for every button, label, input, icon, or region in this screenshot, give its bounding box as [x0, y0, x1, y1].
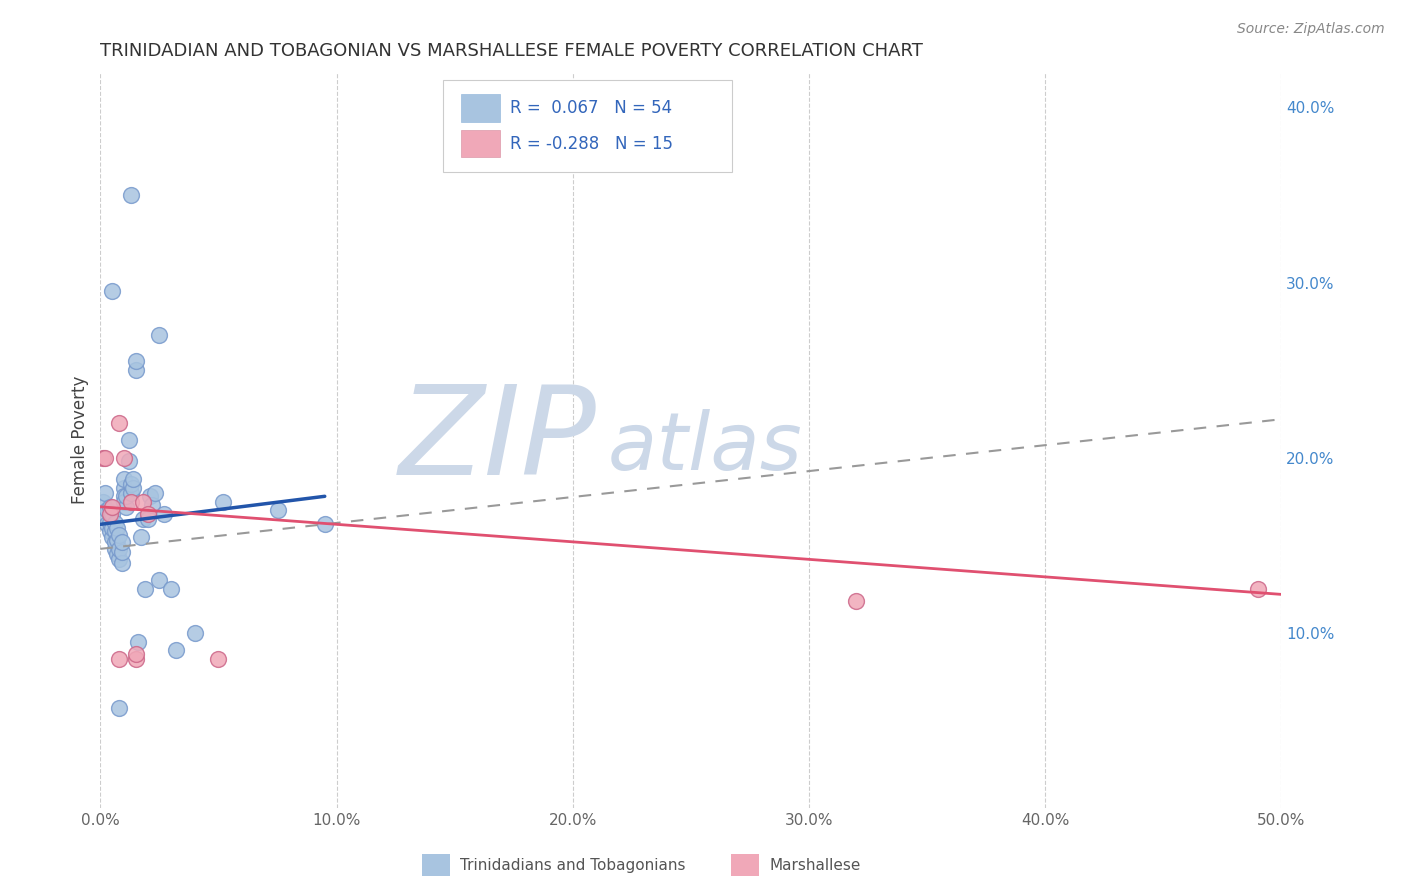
Point	[103, 534, 125, 549]
Point	[129, 530, 152, 544]
FancyBboxPatch shape	[461, 95, 499, 121]
Point	[91, 450, 114, 465]
Point	[110, 534, 132, 549]
Point	[143, 485, 166, 500]
Point	[108, 552, 131, 566]
Point	[314, 517, 336, 532]
Point	[101, 530, 124, 544]
Point	[103, 524, 125, 539]
Point	[148, 574, 170, 588]
Point	[153, 507, 176, 521]
Point	[127, 634, 149, 648]
Point	[91, 494, 114, 508]
Y-axis label: Female Poverty: Female Poverty	[72, 376, 89, 505]
Point	[122, 472, 145, 486]
Point	[125, 647, 148, 661]
Text: TRINIDADIAN AND TOBAGONIAN VS MARSHALLESE FEMALE POVERTY CORRELATION CHART: TRINIDADIAN AND TOBAGONIAN VS MARSHALLES…	[100, 42, 924, 60]
Text: Source: ZipAtlas.com: Source: ZipAtlas.com	[1237, 22, 1385, 37]
Point	[98, 516, 121, 530]
Point	[101, 521, 124, 535]
Point	[115, 500, 138, 514]
Point	[108, 528, 131, 542]
Point	[98, 500, 121, 514]
Point	[120, 494, 142, 508]
Point	[125, 363, 148, 377]
Point	[266, 503, 288, 517]
Point	[1247, 582, 1270, 596]
Point	[118, 434, 141, 448]
Point	[112, 481, 135, 495]
Point	[212, 494, 235, 508]
Point	[101, 500, 124, 514]
Point	[108, 416, 131, 430]
Point	[132, 494, 155, 508]
Point	[120, 188, 142, 202]
Point	[108, 541, 131, 556]
Point	[165, 643, 187, 657]
Point	[120, 485, 142, 500]
Point	[122, 481, 145, 495]
Text: Marshallese: Marshallese	[769, 858, 860, 872]
Point	[108, 701, 131, 715]
Point	[115, 489, 138, 503]
Point	[207, 652, 229, 666]
Text: Trinidadians and Tobagonians: Trinidadians and Tobagonians	[460, 858, 685, 872]
Point	[105, 521, 128, 535]
Point	[112, 450, 135, 465]
Point	[184, 626, 207, 640]
Point	[110, 545, 132, 559]
Point	[845, 594, 868, 608]
Point	[118, 454, 141, 468]
Text: ZIP: ZIP	[398, 380, 596, 500]
Point	[136, 512, 159, 526]
Point	[139, 489, 162, 503]
Point	[132, 512, 155, 526]
Point	[112, 494, 135, 508]
Point	[101, 285, 124, 299]
Point	[125, 652, 148, 666]
Point	[125, 354, 148, 368]
Point	[96, 503, 118, 517]
Point	[94, 450, 117, 465]
FancyBboxPatch shape	[461, 130, 499, 157]
Point	[112, 489, 135, 503]
Point	[148, 328, 170, 343]
Point	[136, 507, 159, 521]
Point	[94, 507, 117, 521]
Point	[96, 517, 118, 532]
Point	[134, 582, 156, 596]
Point	[120, 477, 142, 491]
FancyBboxPatch shape	[443, 79, 733, 172]
Point	[98, 524, 121, 539]
Text: R =  0.067   N = 54: R = 0.067 N = 54	[510, 100, 672, 118]
Point	[105, 547, 128, 561]
Text: atlas: atlas	[609, 409, 803, 487]
Point	[103, 541, 125, 556]
Point	[101, 507, 124, 521]
Point	[141, 498, 163, 512]
Point	[160, 582, 183, 596]
Point	[112, 472, 135, 486]
Text: R = -0.288   N = 15: R = -0.288 N = 15	[510, 135, 673, 153]
Point	[105, 533, 128, 547]
Point	[94, 485, 117, 500]
Point	[110, 556, 132, 570]
Point	[108, 652, 131, 666]
Point	[98, 507, 121, 521]
Point	[103, 516, 125, 530]
